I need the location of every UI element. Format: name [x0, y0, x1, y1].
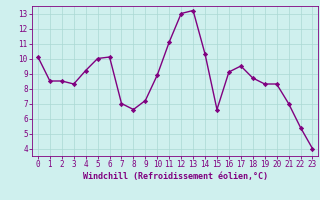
X-axis label: Windchill (Refroidissement éolien,°C): Windchill (Refroidissement éolien,°C)	[83, 172, 268, 181]
